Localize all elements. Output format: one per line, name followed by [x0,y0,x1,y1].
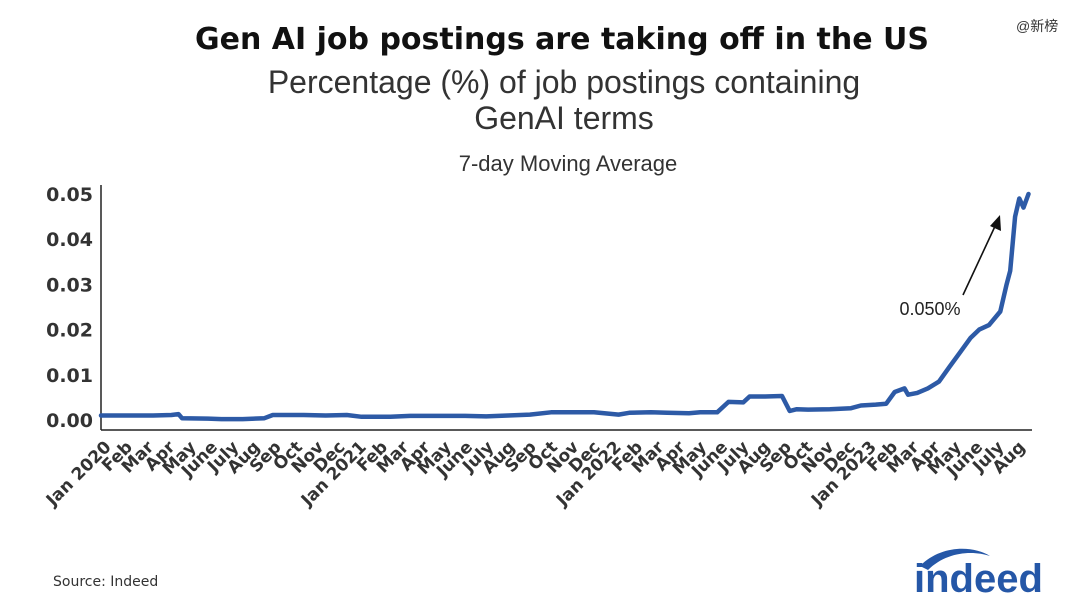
indeed-logo: indeed [914,548,1043,600]
series-line [98,191,1031,422]
moving-average-label: 7-day Moving Average [458,151,678,176]
y-tick-label: 0.04 [46,229,93,251]
y-tick-label: 0.05 [46,184,93,206]
y-tick-label: 0.03 [46,274,93,296]
y-tick-label: 0.01 [46,365,93,387]
chart-subtitle: Percentage (%) of job postings containin… [240,64,888,136]
source-note: Source: Indeed [53,574,159,590]
y-tick-label: 0.00 [46,410,93,432]
subtitle-line-1: Percentage (%) of job postings containin… [267,64,861,100]
chart-title: Gen AI job postings are taking off in th… [195,22,929,57]
logo-arc [920,548,990,570]
logo-wordmark: indeed [914,557,1043,600]
subtitle-line-2: GenAI terms [474,100,654,136]
x-tick-label: Jan 2020 [42,437,116,511]
annotation-arrow-line [962,221,998,296]
watermark: @新榜 [1016,18,1059,34]
annotation-arrowhead [990,215,1001,231]
annotation-label: 0.050% [899,299,960,319]
y-tick-label: 0.02 [46,320,93,342]
